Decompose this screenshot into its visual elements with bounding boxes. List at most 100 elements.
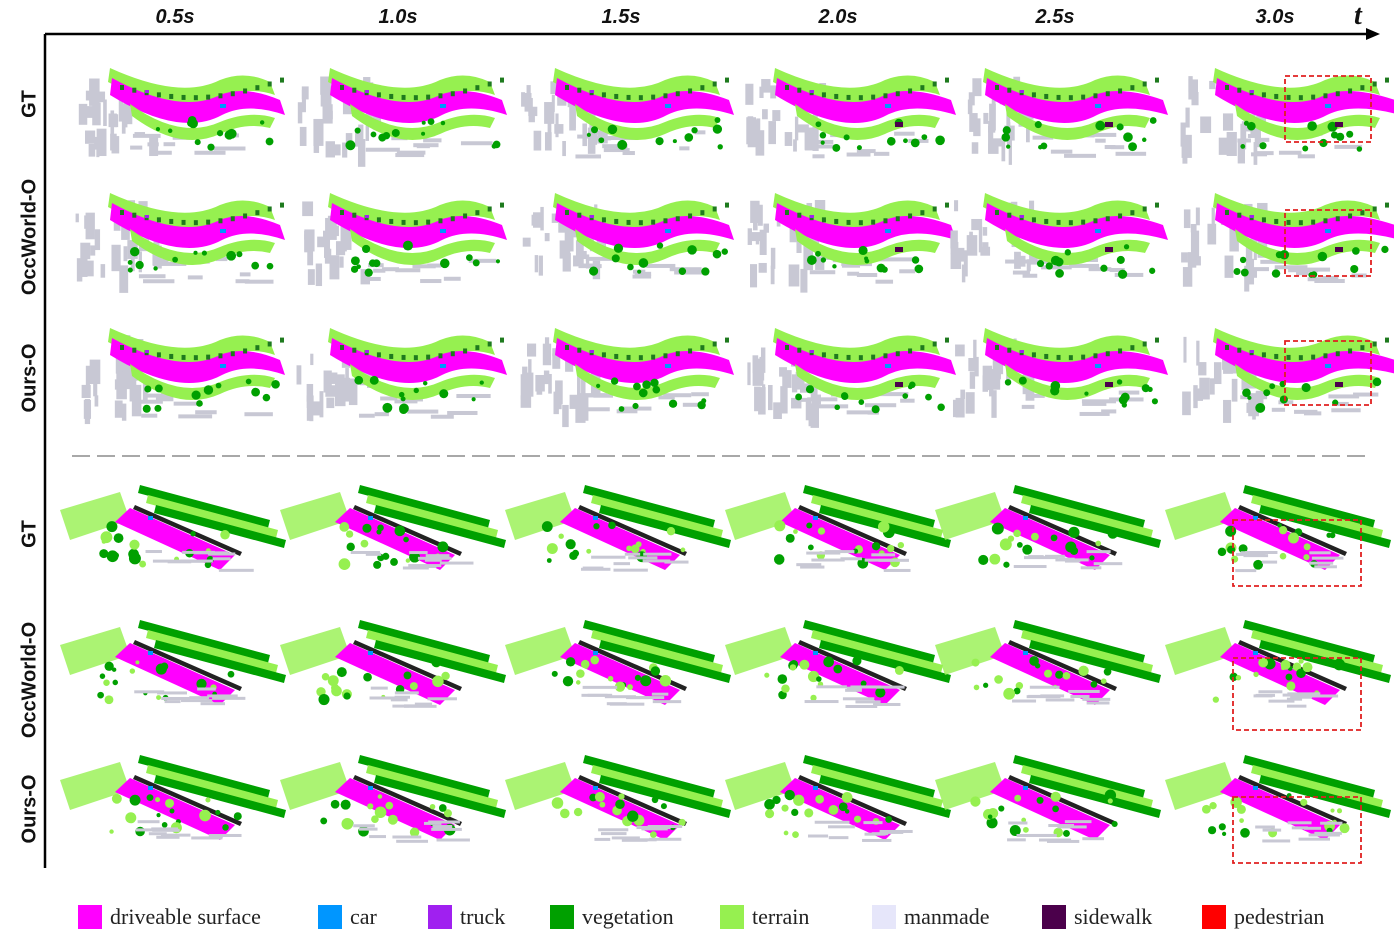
manmade-voxel [137,820,160,824]
vegetation-voxel [1078,665,1089,677]
manmade-voxel [581,250,587,259]
road-edge [798,640,907,691]
manmade-voxel [1235,569,1257,573]
vegetation-voxel [995,345,999,350]
manmade-voxel [152,828,180,832]
manmade-voxel [327,372,338,384]
manmade-voxel [164,700,181,704]
vegetation-voxel [1155,202,1159,208]
vegetation-voxel [764,672,770,678]
vegetation-voxel [120,345,124,350]
vegetation-voxel [1044,218,1049,224]
vegetation-voxel [218,353,223,359]
manmade-voxel [319,391,324,418]
vegetation-voxel [765,809,775,819]
vegetation-voxel [1018,376,1027,385]
manmade-voxel [1057,825,1087,829]
vegetation-voxel [986,817,998,829]
vegetation-voxel [427,118,435,125]
vegetation-voxel [903,138,908,144]
vegetation-band [154,775,286,818]
terrain-band [725,627,795,675]
vegetation-voxel [651,219,656,225]
manmade-voxel [80,242,91,260]
vegetation-voxel [438,353,443,359]
vegetation-voxel [883,93,888,99]
vegetation-voxel [350,256,360,266]
vegetation-voxel [565,657,576,667]
manmade-voxel [1298,837,1331,841]
manmade-voxel [1190,230,1200,258]
vegetation-voxel [487,81,492,87]
vegetation-voxel [797,347,802,353]
manmade-voxel [550,81,558,95]
vegetation-voxel [135,660,140,665]
manmade-voxel [420,279,442,284]
car-voxel [1023,651,1028,655]
vegetation-voxel [999,538,1012,551]
manmade-voxel [1028,555,1044,559]
vegetation-voxel [1104,789,1117,801]
manmade-voxel [1286,697,1303,701]
manmade-voxel [85,365,90,387]
vegetation-voxel [651,354,656,360]
driveable-surface [115,778,235,840]
manmade-voxel [569,394,580,409]
vegetation-voxel [1356,146,1363,152]
manmade-voxel [1246,402,1257,413]
vegetation-voxel [318,694,330,706]
manmade-voxel [396,150,426,155]
manmade-voxel [863,821,883,825]
manmade-voxel [131,401,142,417]
vegetation-band [1259,505,1391,548]
vegetation-voxel [196,400,203,407]
row-label-gt-top: GT [18,90,41,118]
vegetation-voxel [1004,379,1012,386]
manmade-voxel [969,113,978,132]
highlight-box [1284,209,1372,277]
car-voxel [1325,229,1331,233]
manmade-voxel [682,402,705,407]
vegetation-band [154,640,286,683]
vegetation-voxel [450,351,455,357]
manmade-voxel [973,339,977,360]
vegetation-voxel [1253,671,1259,678]
manmade-voxel [84,215,89,229]
vegetation-voxel [637,269,642,274]
car-voxel [1253,651,1258,655]
vegetation-voxel [391,128,400,137]
manmade-voxel [417,556,452,560]
legend-swatch [1202,905,1226,929]
vegetation-voxel [725,337,729,343]
driveable-surface [775,338,956,384]
manmade-voxel [1190,223,1197,233]
manmade-voxel [130,145,143,150]
manmade-voxel [1050,149,1073,154]
manmade-voxel [1218,137,1230,155]
vegetation-voxel [243,348,248,354]
vegetation-voxel [327,675,339,687]
vegetation-voxel [618,406,625,412]
manmade-voxel [432,825,453,829]
vegetation-voxel [1056,354,1061,360]
vegetation-voxel [973,684,980,691]
manmade-voxel [75,213,79,223]
vegetation-voxel [611,254,620,263]
manmade-voxel [1262,839,1291,843]
vegetation-voxel [1317,251,1328,262]
manmade-voxel [83,399,92,419]
vegetation-voxel [573,807,583,817]
vegetation-voxel [354,127,361,134]
manmade-voxel [565,357,574,372]
vegetation-voxel [1303,543,1311,551]
manmade-voxel [302,201,314,217]
vegetation-voxel [551,670,558,677]
vegetation-voxel [593,523,600,530]
legend-item-terrain: terrain [720,904,809,930]
manmade-voxel [100,264,106,278]
vegetation-voxel [236,251,243,258]
vegetation-voxel [1103,667,1112,676]
vegetation-voxel [925,393,932,401]
manmade-voxel [350,550,380,554]
vegetation-voxel [1130,210,1135,216]
